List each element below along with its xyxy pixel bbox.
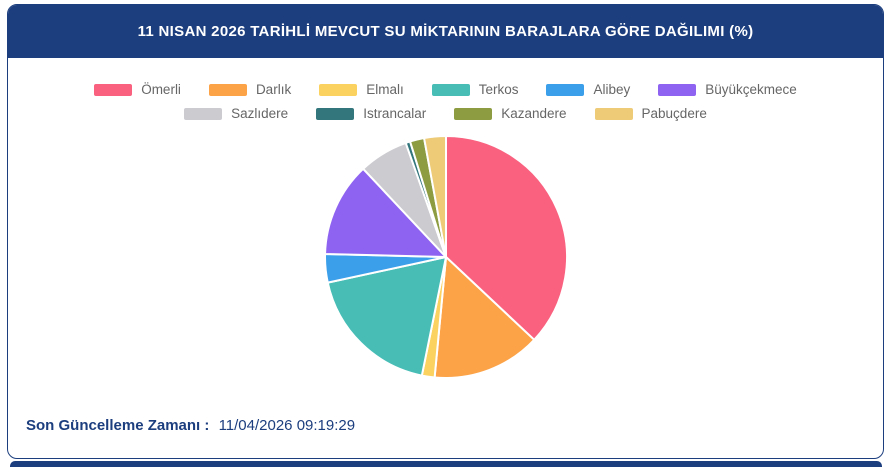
pie-slice-pabuçdere[interactable] [423, 134, 447, 258]
legend-swatch-icon [658, 83, 697, 96]
legend-label: Elmalı [366, 82, 404, 97]
legend-label: Büyükçekmece [705, 82, 797, 97]
last-update-value: 11/04/2026 09:19:29 [218, 417, 356, 434]
last-update-label: Son Güncelleme Zamanı : [26, 417, 210, 434]
water-distribution-card: 11 NISAN 2026 TARİHLİ MEVCUT SU MİKTARIN… [7, 4, 884, 459]
legend-item-sazlıdere[interactable]: Sazlıdere [184, 106, 288, 121]
legend-item-pabuçdere[interactable]: Pabuçdere [594, 106, 707, 121]
legend-swatch-icon [184, 107, 223, 120]
legend-label: Alibey [593, 82, 631, 97]
pie-slice-darlık[interactable] [433, 256, 536, 379]
legend-label: Terkos [478, 82, 519, 97]
pie-slice-terkos[interactable] [326, 256, 447, 377]
legend-label: Sazlıdere [231, 106, 289, 121]
pie-slice-ömerli[interactable] [445, 135, 569, 341]
pie-slice-büyükçekmece[interactable] [324, 167, 447, 258]
legend-swatch-icon [319, 83, 358, 96]
legend-label: Istrancalar [363, 106, 427, 121]
legend-item-alibey[interactable]: Alibey [546, 82, 630, 97]
pie-chart-svg [324, 134, 569, 379]
card-header: 11 NISAN 2026 TARİHLİ MEVCUT SU MİKTARIN… [8, 5, 883, 58]
legend-label: Darlık [255, 82, 292, 97]
legend-item-kazandere[interactable]: Kazandere [454, 106, 567, 121]
legend-label: Ömerli [141, 82, 181, 97]
chart-legend: Ömerli Darlık Elmalı Terkos Alibey Büyükçekme… [31, 82, 861, 121]
pie-chart [311, 122, 581, 392]
legend-item-istrancalar[interactable]: Istrancalar [316, 106, 426, 121]
legend-swatch-icon [546, 83, 585, 96]
legend-swatch-icon [454, 107, 493, 120]
next-card-header-edge [10, 461, 882, 467]
legend-label: Kazandere [501, 106, 567, 121]
page-title: 11 NISAN 2026 TARİHLİ MEVCUT SU MİKTARIN… [137, 23, 754, 40]
legend-item-terkos[interactable]: Terkos [431, 82, 519, 97]
last-update-line: Son Güncelleme Zamanı : 11/04/2026 09:19… [26, 417, 355, 434]
legend-item-elmalı[interactable]: Elmalı [319, 82, 404, 97]
legend-item-büyükçekmece[interactable]: Büyükçekmece [658, 82, 797, 97]
legend-item-ömerli[interactable]: Ömerli [94, 82, 181, 97]
legend-swatch-icon [431, 83, 470, 96]
legend-item-darlık[interactable]: Darlık [208, 82, 292, 97]
legend-swatch-icon [94, 83, 133, 96]
legend-swatch-icon [594, 107, 633, 120]
legend-swatch-icon [316, 107, 355, 120]
legend-swatch-icon [208, 83, 247, 96]
legend-label: Pabuçdere [641, 106, 707, 121]
